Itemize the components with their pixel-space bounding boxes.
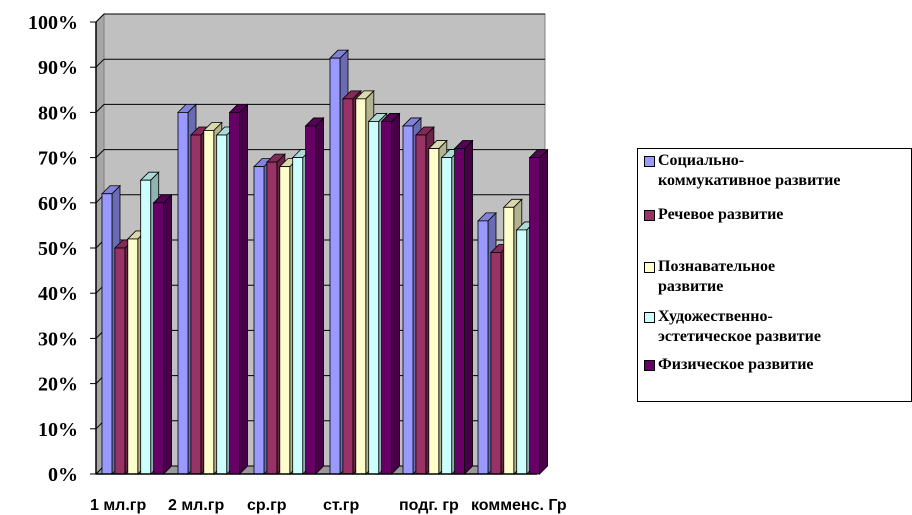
bar-front <box>114 247 126 475</box>
y-tick-label: 30% <box>38 328 78 350</box>
bar-front <box>355 98 367 475</box>
legend-item-speech: Речевое развитие <box>644 205 912 225</box>
legend-swatch-cognitive <box>644 262 655 273</box>
bar-front <box>101 193 113 475</box>
y-tick-label: 80% <box>38 102 78 124</box>
bar-side <box>163 193 173 475</box>
bar-front <box>342 98 354 475</box>
legend-label-line: Речевое развитие <box>658 206 784 223</box>
bar-front <box>503 206 515 475</box>
bar-front <box>216 134 228 475</box>
legend-label-line: Социально- <box>658 152 745 169</box>
bar <box>152 193 173 475</box>
bar-front <box>415 134 427 475</box>
bar-front <box>305 125 317 475</box>
bar-front <box>477 220 489 475</box>
gridline-side <box>95 13 105 23</box>
bar-side <box>464 139 474 475</box>
legend-label-cognitive: Познавательное развитие <box>658 257 912 297</box>
bar-front <box>368 121 380 475</box>
x-tick-label: подг. гр <box>399 497 459 514</box>
legend-item-artistic: Художественно- эстетическое развитие <box>644 307 912 347</box>
x-tick-label: 2 мл.гр <box>168 497 224 514</box>
legend-label-line: эстетическое развитие <box>658 328 821 345</box>
bar-front <box>490 252 502 475</box>
legend: Социально- коммукативное развитие Речево… <box>637 148 912 402</box>
bar-side <box>539 148 548 475</box>
bar-front <box>381 121 393 475</box>
x-tick-label: ср.гр <box>247 497 287 514</box>
bar-side <box>239 103 249 475</box>
legend-label-social: Социально- коммукативное развитие <box>658 151 912 191</box>
bar <box>228 103 249 475</box>
bar-front <box>516 229 528 475</box>
bar-front <box>428 148 440 475</box>
bar-front <box>140 179 152 475</box>
legend-label-line: развитие <box>658 278 724 295</box>
legend-swatch-artistic <box>644 312 655 323</box>
bar-side <box>315 116 325 475</box>
y-axis: 0% 10% 20% 30% 40% 50% 60% 70% 80% 90% 100% <box>28 12 97 486</box>
y-tick-label: 60% <box>38 193 78 215</box>
legend-label-line: Физическое развитие <box>658 356 814 373</box>
legend-swatch-social <box>644 156 655 167</box>
bar-front <box>266 161 278 475</box>
legend-label-line: Художественно- <box>658 308 773 325</box>
bar-front <box>127 238 139 475</box>
legend-swatch-speech <box>644 210 655 221</box>
bar-front <box>177 112 189 475</box>
bar <box>304 116 325 475</box>
legend-item-cognitive: Познавательное развитие <box>644 257 912 297</box>
bar-front <box>203 130 215 475</box>
legend-label-artistic: Художественно- эстетическое развитие <box>658 307 912 347</box>
gridline-side <box>95 58 105 68</box>
bar-front <box>441 157 453 475</box>
bar-front <box>190 134 202 475</box>
legend-label-line: Познавательное <box>658 258 776 275</box>
bar-side <box>391 112 401 475</box>
y-tick-label: 0% <box>48 464 78 486</box>
gridline-side <box>95 149 105 158</box>
legend-label-speech: Речевое развитие <box>658 205 912 225</box>
y-tick-label: 10% <box>38 419 78 441</box>
y-tick-label: 100% <box>28 12 78 34</box>
bar-front <box>153 202 165 475</box>
bar-front <box>529 157 540 475</box>
bar-front <box>292 157 304 475</box>
x-axis: 1 мл.гр 2 мл.гр ср.гр ст.гр подг. гр комменс.… <box>90 473 567 514</box>
bar-front <box>454 148 466 475</box>
x-tick-label: комменс. Гр <box>471 497 567 514</box>
bar <box>528 148 549 475</box>
x-tick-label: ст.гр <box>323 497 359 514</box>
legend-label-physical: Физическое развитие <box>658 355 912 375</box>
bar-front <box>253 166 265 475</box>
y-tick-label: 20% <box>38 374 78 396</box>
y-tick-label: 90% <box>38 57 78 79</box>
gridline-side <box>95 104 105 113</box>
bar-front <box>229 112 241 475</box>
legend-item-physical: Физическое развитие <box>644 355 912 375</box>
y-tick-label: 70% <box>38 148 78 170</box>
x-tick-label: 1 мл.гр <box>90 497 146 514</box>
y-tick-label: 40% <box>38 283 78 305</box>
y-tick-label: 50% <box>38 238 78 260</box>
bar <box>380 112 401 475</box>
bar-front <box>329 57 341 475</box>
legend-item-social: Социально- коммукативное развитие <box>644 151 912 191</box>
bar-front <box>402 125 414 475</box>
bar <box>453 139 474 475</box>
legend-swatch-physical <box>644 360 655 371</box>
legend-label-line: коммукативное развитие <box>658 172 841 189</box>
bar-front <box>279 166 291 475</box>
